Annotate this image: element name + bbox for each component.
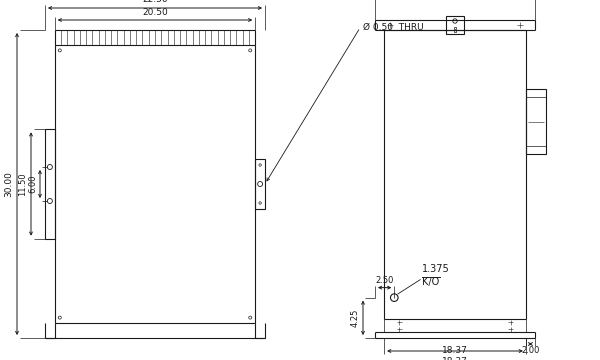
Text: 2.50: 2.50 xyxy=(376,276,394,285)
Text: 11.50: 11.50 xyxy=(18,172,27,196)
Text: 1.375: 1.375 xyxy=(422,264,450,274)
Text: Ø 0.50  THRU: Ø 0.50 THRU xyxy=(363,23,424,32)
Bar xyxy=(45,129,55,239)
Text: 18.37: 18.37 xyxy=(442,346,468,355)
Text: 4.25: 4.25 xyxy=(351,309,360,327)
Bar xyxy=(255,159,265,209)
Text: 22.50: 22.50 xyxy=(142,0,168,4)
Text: 6.00: 6.00 xyxy=(28,175,37,193)
Bar xyxy=(454,30,456,32)
Bar xyxy=(526,89,546,154)
Text: K/O: K/O xyxy=(422,276,440,287)
Text: 2.00: 2.00 xyxy=(521,346,539,355)
Text: 20.50: 20.50 xyxy=(142,8,168,17)
Text: 30.00: 30.00 xyxy=(4,171,13,197)
Text: 18.37: 18.37 xyxy=(442,357,468,360)
Bar xyxy=(446,16,464,34)
Bar xyxy=(454,27,456,29)
